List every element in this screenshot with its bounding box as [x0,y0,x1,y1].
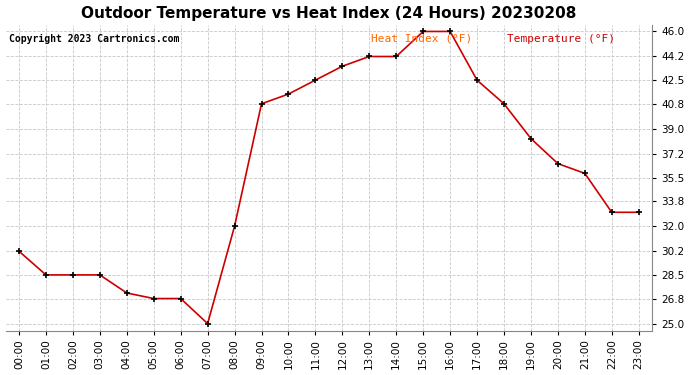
Text: Temperature (°F): Temperature (°F) [506,34,615,44]
Text: Heat Index (°F): Heat Index (°F) [371,34,472,44]
Title: Outdoor Temperature vs Heat Index (24 Hours) 20230208: Outdoor Temperature vs Heat Index (24 Ho… [81,6,577,21]
Text: Copyright 2023 Cartronics.com: Copyright 2023 Cartronics.com [9,34,179,44]
